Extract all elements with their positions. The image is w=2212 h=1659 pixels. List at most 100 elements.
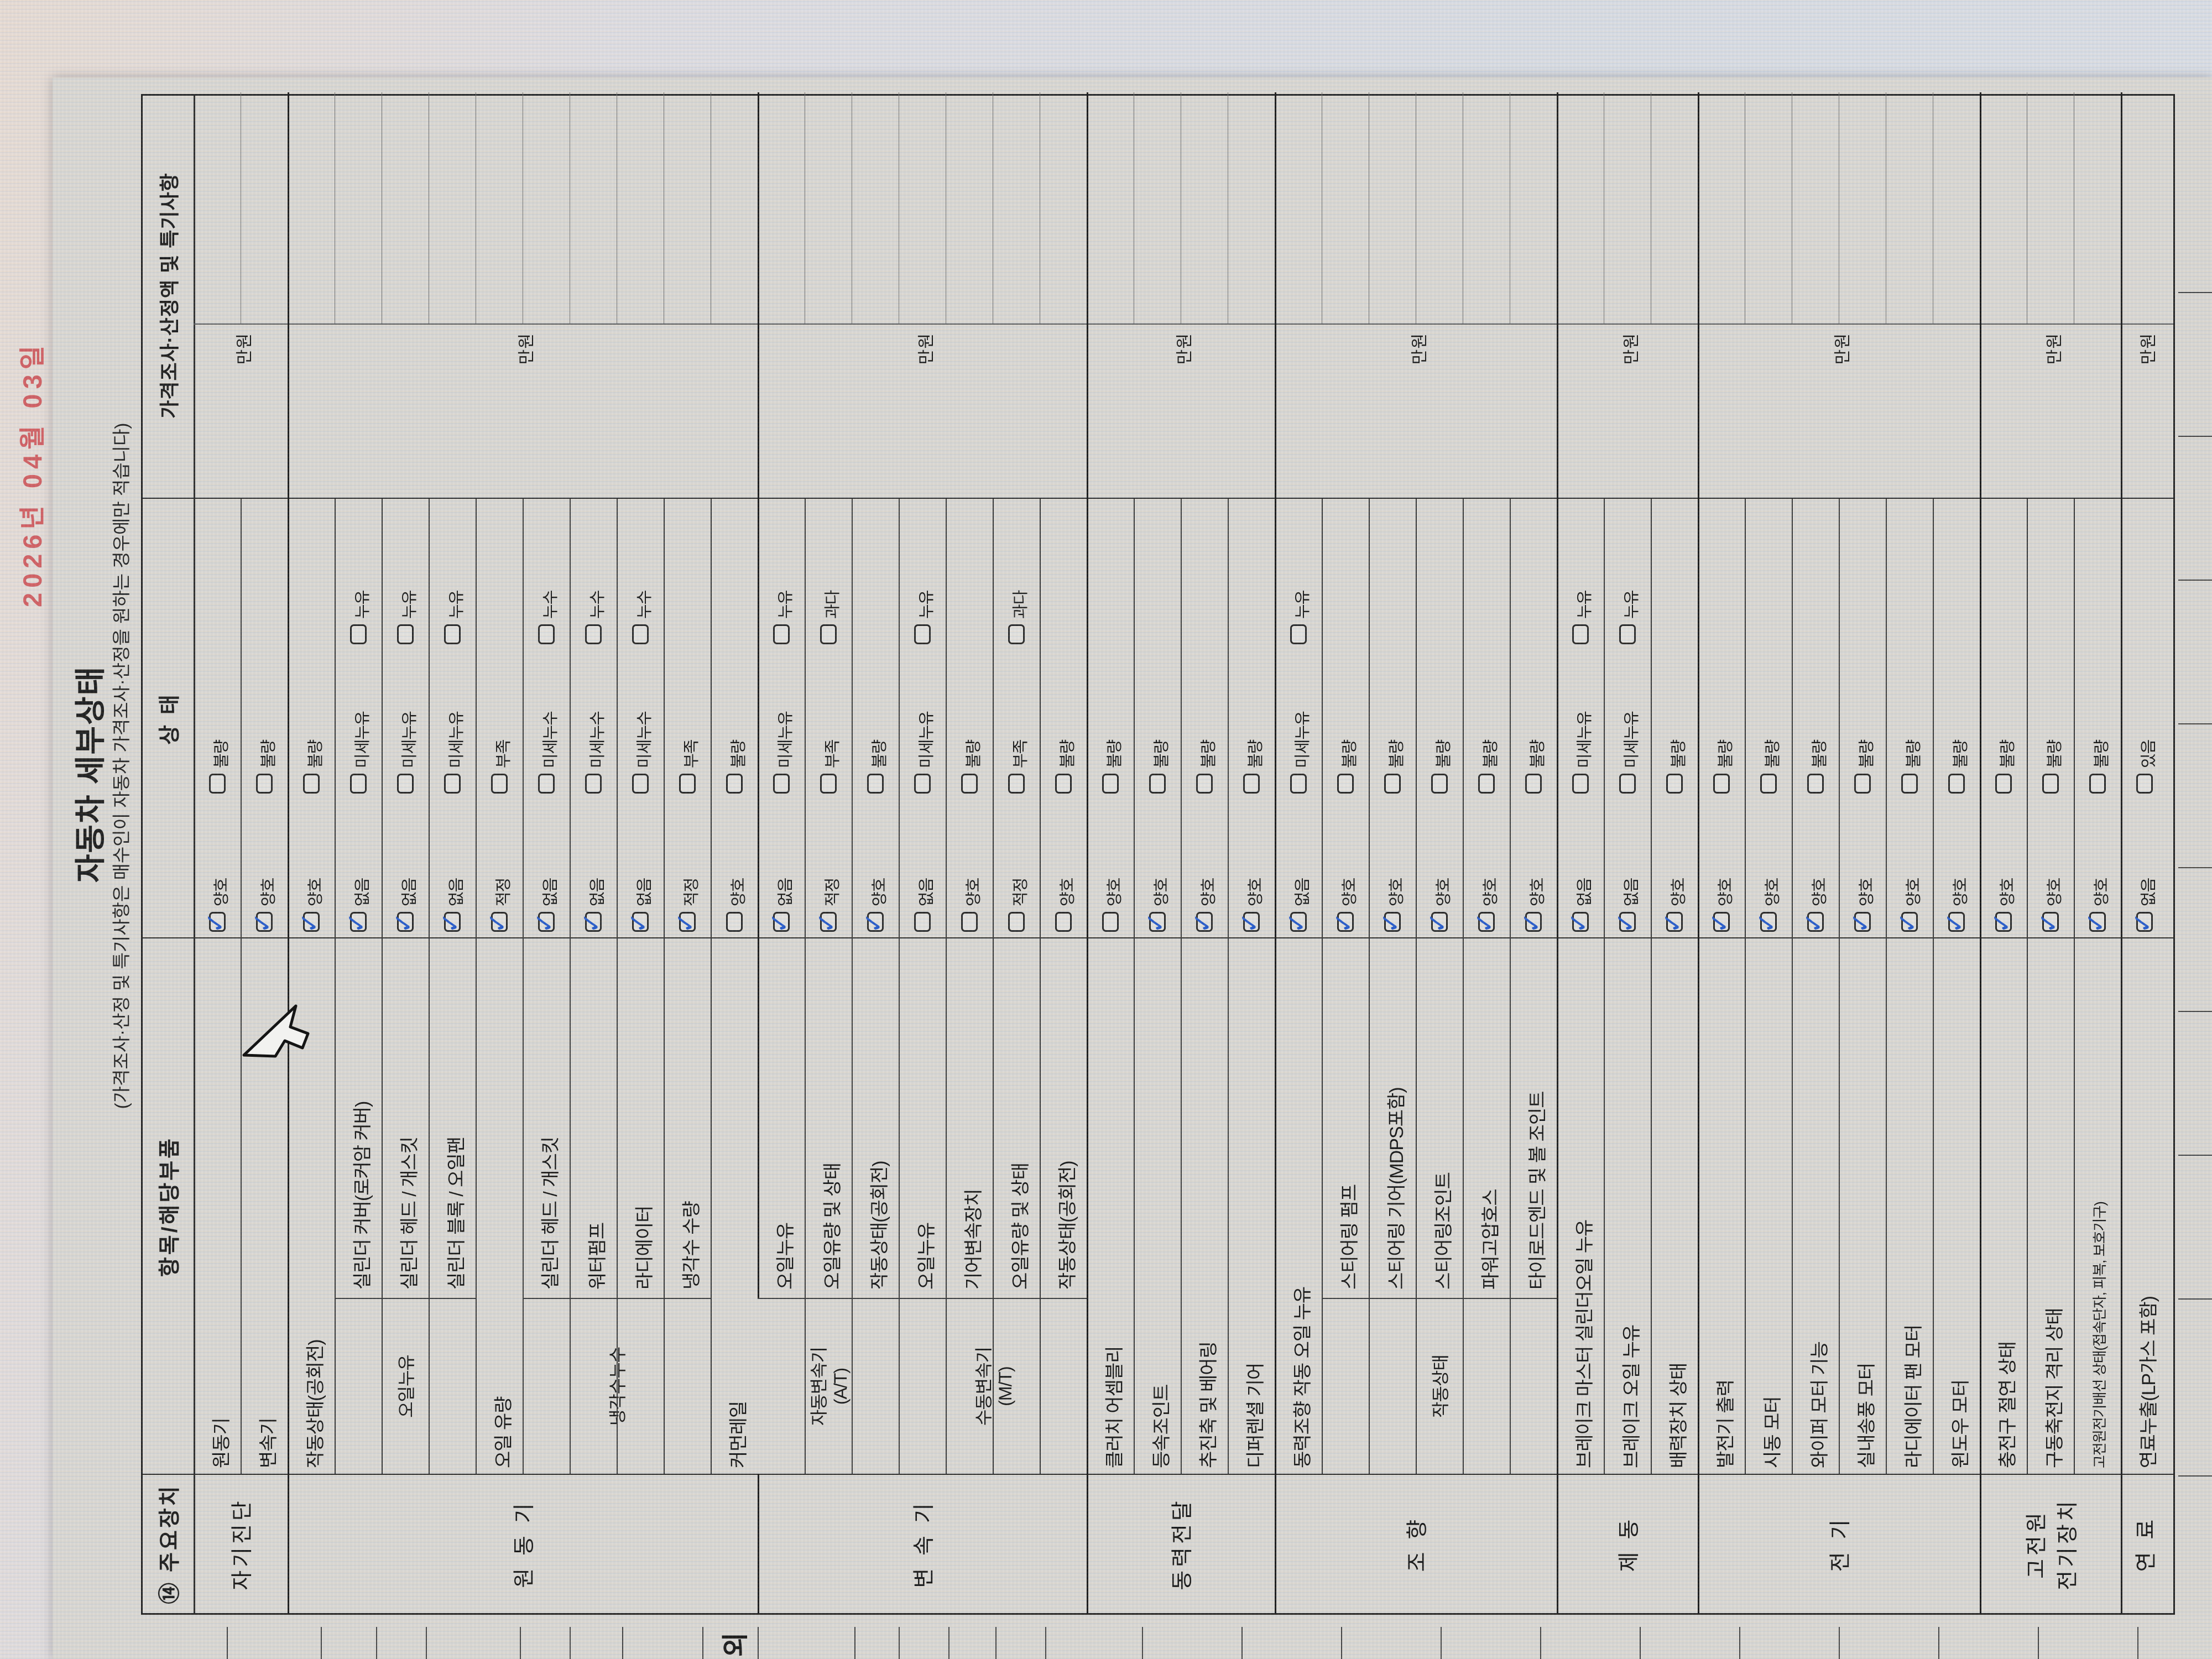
option-label: 적정 (1011, 878, 1030, 906)
checkbox-option[interactable] (397, 624, 414, 644)
item-label: 작동상태(공회전) (1057, 1161, 1078, 1290)
checkbox-option[interactable] (1854, 774, 1871, 794)
checkbox-option[interactable] (820, 774, 837, 794)
checkbox-option[interactable] (585, 774, 602, 794)
checkbox-option[interactable] (1666, 774, 1683, 794)
checkbox-option[interactable] (1619, 774, 1636, 794)
checkbox-option[interactable] (444, 774, 461, 794)
checkbox-option[interactable] (538, 624, 555, 644)
item-label: 오일 유량 (493, 1396, 514, 1468)
checkbox-option[interactable] (302, 774, 320, 794)
checkbox-option[interactable] (2136, 774, 2153, 794)
checkbox-option[interactable] (773, 624, 790, 644)
option-label: 과다 (823, 590, 842, 619)
item-label: 실린더 커버(로커암 커버) (352, 1101, 373, 1290)
edge-strip-line (899, 1627, 900, 1659)
checkbox-option[interactable] (914, 912, 931, 932)
checkbox-option[interactable] (726, 912, 743, 932)
checkbox-option[interactable] (1243, 774, 1260, 794)
checkbox-option[interactable] (1337, 774, 1354, 794)
checkbox-option[interactable] (1055, 912, 1072, 932)
item-label: 디퍼렌셜 기어 (1245, 1363, 1266, 1468)
checkbox-option[interactable] (2042, 774, 2059, 794)
checkbox-option[interactable] (1102, 912, 1119, 932)
option-label: 과다 (1011, 590, 1030, 619)
option-label: 미세누수 (635, 711, 654, 768)
row-divider (993, 499, 994, 1474)
option-label: 양호 (1999, 878, 2017, 906)
checkbox-option[interactable] (1619, 624, 1636, 644)
checkbox-option[interactable] (1478, 774, 1495, 794)
checkbox-option[interactable] (632, 624, 649, 644)
next-section-sliver (2175, 94, 2212, 1615)
check-mark-icon: ✓ (482, 912, 512, 933)
checkbox-option[interactable] (1290, 774, 1307, 794)
item-label: 원동기 (211, 1418, 232, 1468)
checkbox-option[interactable] (632, 774, 649, 794)
checkbox-option[interactable] (208, 774, 226, 794)
checkbox-option[interactable] (349, 774, 367, 794)
checkbox-option[interactable] (1901, 774, 1918, 794)
checkbox-option[interactable] (1713, 774, 1730, 794)
item-label: 변속기 (258, 1418, 279, 1468)
checkbox-option[interactable] (538, 774, 555, 794)
checkbox-option[interactable] (773, 774, 790, 794)
checkbox-option[interactable] (1995, 774, 2012, 794)
edge-strip-line (227, 1627, 228, 1659)
checkbox-option[interactable] (1008, 774, 1025, 794)
checkbox-option[interactable] (914, 774, 931, 794)
subgroup-label: 오일누유 (335, 1298, 476, 1474)
header-major-device: ⑭ 주요장치 (158, 1484, 182, 1604)
checkbox-option[interactable] (1055, 774, 1072, 794)
edge-strip-line (1341, 1627, 1342, 1659)
checkbox-option[interactable] (1290, 624, 1307, 644)
mouse-cursor-icon[interactable] (242, 1004, 315, 1061)
checkbox-option[interactable] (1102, 774, 1119, 794)
checkbox-option[interactable] (349, 624, 367, 644)
check-mark-icon: ✓ (2127, 912, 2157, 933)
checkbox-option[interactable] (1807, 774, 1824, 794)
checkbox-option[interactable] (820, 624, 837, 644)
option-label: 부족 (494, 739, 513, 768)
checkbox-option[interactable] (585, 624, 602, 644)
row-divider (664, 499, 665, 1474)
checkbox-option[interactable] (491, 774, 508, 794)
checkbox-option[interactable] (1149, 774, 1166, 794)
checkbox-option[interactable] (1431, 774, 1448, 794)
checkbox-option[interactable] (961, 912, 978, 932)
checkbox-option[interactable] (1760, 774, 1777, 794)
checkbox-option[interactable] (2089, 774, 2106, 794)
edge-strip-line (1142, 1627, 1143, 1659)
checkbox-option[interactable] (1008, 624, 1025, 644)
checkbox-option[interactable] (1572, 624, 1589, 644)
checkbox-option[interactable] (397, 774, 414, 794)
checkbox-option[interactable] (1572, 774, 1589, 794)
option-label: 양호 (964, 878, 983, 906)
checkbox-option[interactable] (961, 774, 978, 794)
checkbox-option[interactable] (726, 774, 743, 794)
checkbox-option[interactable] (914, 624, 931, 644)
item-label: 실린더 블록 / 오일팬 (446, 1136, 467, 1290)
item-label: 실린더 헤드 / 개스킷 (540, 1136, 561, 1290)
option-label: 불량 (964, 739, 983, 768)
checkbox-option[interactable] (255, 774, 273, 794)
check-mark-icon: ✓ (341, 912, 371, 933)
checkbox-option[interactable] (1196, 774, 1213, 794)
item-label: 스티어링 펌프 (1339, 1184, 1360, 1290)
row-divider (1322, 499, 1323, 1474)
checkbox-option[interactable] (1008, 912, 1025, 932)
option-label: 적정 (494, 878, 513, 906)
option-label: 양호 (259, 878, 278, 906)
checkbox-option[interactable] (1948, 774, 1965, 794)
checkbox-option[interactable] (1384, 774, 1401, 794)
option-label: 불량 (1858, 739, 1876, 768)
option-label: 양호 (2046, 878, 2064, 906)
checkbox-option[interactable] (444, 624, 461, 644)
checkbox-option[interactable] (1525, 774, 1542, 794)
checkbox-option[interactable] (867, 774, 884, 794)
edge-strip-line (570, 1627, 571, 1659)
edge-strip-line (702, 1627, 703, 1659)
checkbox-option[interactable] (679, 774, 696, 794)
group-label: 제 동 (1617, 1516, 1641, 1572)
check-mark-icon: ✓ (1516, 912, 1546, 933)
